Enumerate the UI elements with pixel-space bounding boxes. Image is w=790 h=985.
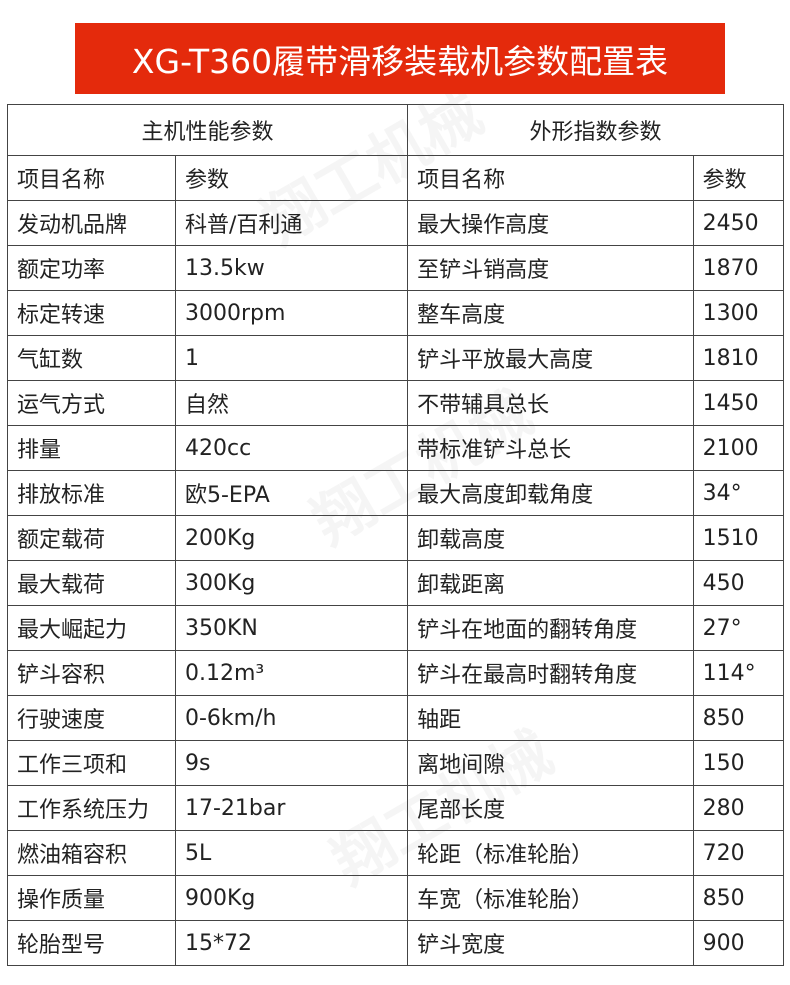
item-name-cell: 轮胎型号 bbox=[7, 920, 176, 966]
item-value-cell: 15*72 bbox=[174, 920, 409, 966]
table-row: 发动机品牌 科普/百利通 最大操作高度 2450 bbox=[7, 200, 785, 246]
item-name-cell: 标定转速 bbox=[7, 290, 176, 336]
table-row: 最大载荷 300Kg 卸载距离 450 bbox=[7, 560, 785, 606]
section-header-dimensions: 外形指数参数 bbox=[407, 104, 784, 156]
item-name-cell: 燃油箱容积 bbox=[7, 830, 176, 876]
item-value-cell: 27° bbox=[692, 605, 785, 651]
item-name-cell: 轴距 bbox=[407, 695, 694, 741]
item-name-cell: 行驶速度 bbox=[7, 695, 176, 741]
column-header: 参数 bbox=[174, 155, 409, 201]
item-value-cell: 9s bbox=[174, 740, 409, 786]
table-row: 工作三项和 9s 离地间隙 150 bbox=[7, 740, 785, 786]
item-name-cell: 卸载高度 bbox=[407, 515, 694, 561]
item-value-cell: 3000rpm bbox=[174, 290, 409, 336]
table-row: 标定转速 3000rpm 整车高度 1300 bbox=[7, 290, 785, 336]
item-name-cell: 最大高度卸载角度 bbox=[407, 470, 694, 516]
item-value-cell: 0.12m³ bbox=[174, 650, 409, 696]
item-value-cell: 5L bbox=[174, 830, 409, 876]
section-header-performance: 主机性能参数 bbox=[6, 104, 409, 156]
item-value-cell: 13.5kw bbox=[174, 245, 409, 291]
item-name-cell: 额定载荷 bbox=[7, 515, 176, 561]
table-row: 运气方式 自然 不带辅具总长 1450 bbox=[7, 380, 785, 426]
item-value-cell: 900Kg bbox=[174, 875, 409, 921]
table-row: 排放标准 欧5-EPA 最大高度卸载角度 34° bbox=[7, 470, 785, 516]
item-name-cell: 最大载荷 bbox=[7, 560, 176, 606]
item-value-cell: 1 bbox=[174, 335, 409, 381]
item-name-cell: 排放标准 bbox=[7, 470, 176, 516]
item-value-cell: 720 bbox=[692, 830, 785, 876]
item-name-cell: 尾部长度 bbox=[407, 785, 694, 831]
item-value-cell: 欧5-EPA bbox=[174, 470, 409, 516]
item-name-cell: 工作系统压力 bbox=[7, 785, 176, 831]
item-name-cell: 排量 bbox=[7, 425, 176, 471]
item-value-cell: 0-6km/h bbox=[174, 695, 409, 741]
table-row: 燃油箱容积 5L 轮距（标准轮胎） 720 bbox=[7, 830, 785, 876]
item-value-cell: 280 bbox=[692, 785, 785, 831]
item-name-cell: 铲斗在最高时翻转角度 bbox=[407, 650, 694, 696]
item-value-cell: 1300 bbox=[692, 290, 785, 336]
item-value-cell: 420cc bbox=[174, 425, 409, 471]
item-value-cell: 17-21bar bbox=[174, 785, 409, 831]
spec-table: 主机性能参数 外形指数参数 项目名称 参数 项目名称 参数 发动机品牌 科普/百利… bbox=[6, 104, 785, 966]
item-name-cell: 最大操作高度 bbox=[407, 200, 694, 246]
item-value-cell: 1870 bbox=[692, 245, 785, 291]
item-name-cell: 发动机品牌 bbox=[7, 200, 176, 246]
item-name-cell: 带标准铲斗总长 bbox=[407, 425, 694, 471]
item-name-cell: 操作质量 bbox=[7, 875, 176, 921]
item-name-cell: 轮距（标准轮胎） bbox=[407, 830, 694, 876]
item-name-cell: 铲斗平放最大高度 bbox=[407, 335, 694, 381]
table-row: 最大崛起力 350KN 铲斗在地面的翻转角度 27° bbox=[7, 605, 785, 651]
item-name-cell: 铲斗宽度 bbox=[407, 920, 694, 966]
item-value-cell: 1510 bbox=[692, 515, 785, 561]
item-name-cell: 不带辅具总长 bbox=[407, 380, 694, 426]
item-value-cell: 34° bbox=[692, 470, 785, 516]
item-name-cell: 整车高度 bbox=[407, 290, 694, 336]
item-name-cell: 铲斗在地面的翻转角度 bbox=[407, 605, 694, 651]
item-name-cell: 工作三项和 bbox=[7, 740, 176, 786]
item-value-cell: 350KN bbox=[174, 605, 409, 651]
item-name-cell: 气缸数 bbox=[7, 335, 176, 381]
item-name-cell: 卸载距离 bbox=[407, 560, 694, 606]
item-value-cell: 114° bbox=[692, 650, 785, 696]
item-value-cell: 科普/百利通 bbox=[174, 200, 409, 246]
item-name-cell: 额定功率 bbox=[7, 245, 176, 291]
item-value-cell: 自然 bbox=[174, 380, 409, 426]
item-value-cell: 2100 bbox=[692, 425, 785, 471]
item-value-cell: 150 bbox=[692, 740, 785, 786]
item-name-cell: 铲斗容积 bbox=[7, 650, 176, 696]
item-value-cell: 450 bbox=[692, 560, 785, 606]
table-row: 工作系统压力 17-21bar 尾部长度 280 bbox=[7, 785, 785, 831]
column-header: 项目名称 bbox=[407, 155, 694, 201]
item-value-cell: 200Kg bbox=[174, 515, 409, 561]
item-value-cell: 300Kg bbox=[174, 560, 409, 606]
table-row: 轮胎型号 15*72 铲斗宽度 900 bbox=[7, 920, 785, 966]
column-header-row: 项目名称 参数 项目名称 参数 bbox=[7, 155, 785, 201]
table-row: 排量 420cc 带标准铲斗总长 2100 bbox=[7, 425, 785, 471]
item-value-cell: 1450 bbox=[692, 380, 785, 426]
table-row: 气缸数 1 铲斗平放最大高度 1810 bbox=[7, 335, 785, 381]
item-value-cell: 2450 bbox=[692, 200, 785, 246]
section-header-row: 主机性能参数 外形指数参数 bbox=[6, 104, 784, 156]
table-row: 行驶速度 0-6km/h 轴距 850 bbox=[7, 695, 785, 741]
column-header: 参数 bbox=[692, 155, 785, 201]
table-row: 额定功率 13.5kw 至铲斗销高度 1870 bbox=[7, 245, 785, 291]
table-row: 额定载荷 200Kg 卸载高度 1510 bbox=[7, 515, 785, 561]
table-row: 铲斗容积 0.12m³ 铲斗在最高时翻转角度 114° bbox=[7, 650, 785, 696]
item-value-cell: 850 bbox=[692, 875, 785, 921]
item-name-cell: 车宽（标准轮胎） bbox=[407, 875, 694, 921]
item-name-cell: 至铲斗销高度 bbox=[407, 245, 694, 291]
item-value-cell: 1810 bbox=[692, 335, 785, 381]
item-name-cell: 运气方式 bbox=[7, 380, 176, 426]
item-value-cell: 850 bbox=[692, 695, 785, 741]
column-header: 项目名称 bbox=[7, 155, 176, 201]
item-name-cell: 离地间隙 bbox=[407, 740, 694, 786]
page-title: XG-T360履带滑移装载机参数配置表 bbox=[75, 23, 725, 94]
item-value-cell: 900 bbox=[692, 920, 785, 966]
item-name-cell: 最大崛起力 bbox=[7, 605, 176, 651]
table-row: 操作质量 900Kg 车宽（标准轮胎） 850 bbox=[7, 875, 785, 921]
